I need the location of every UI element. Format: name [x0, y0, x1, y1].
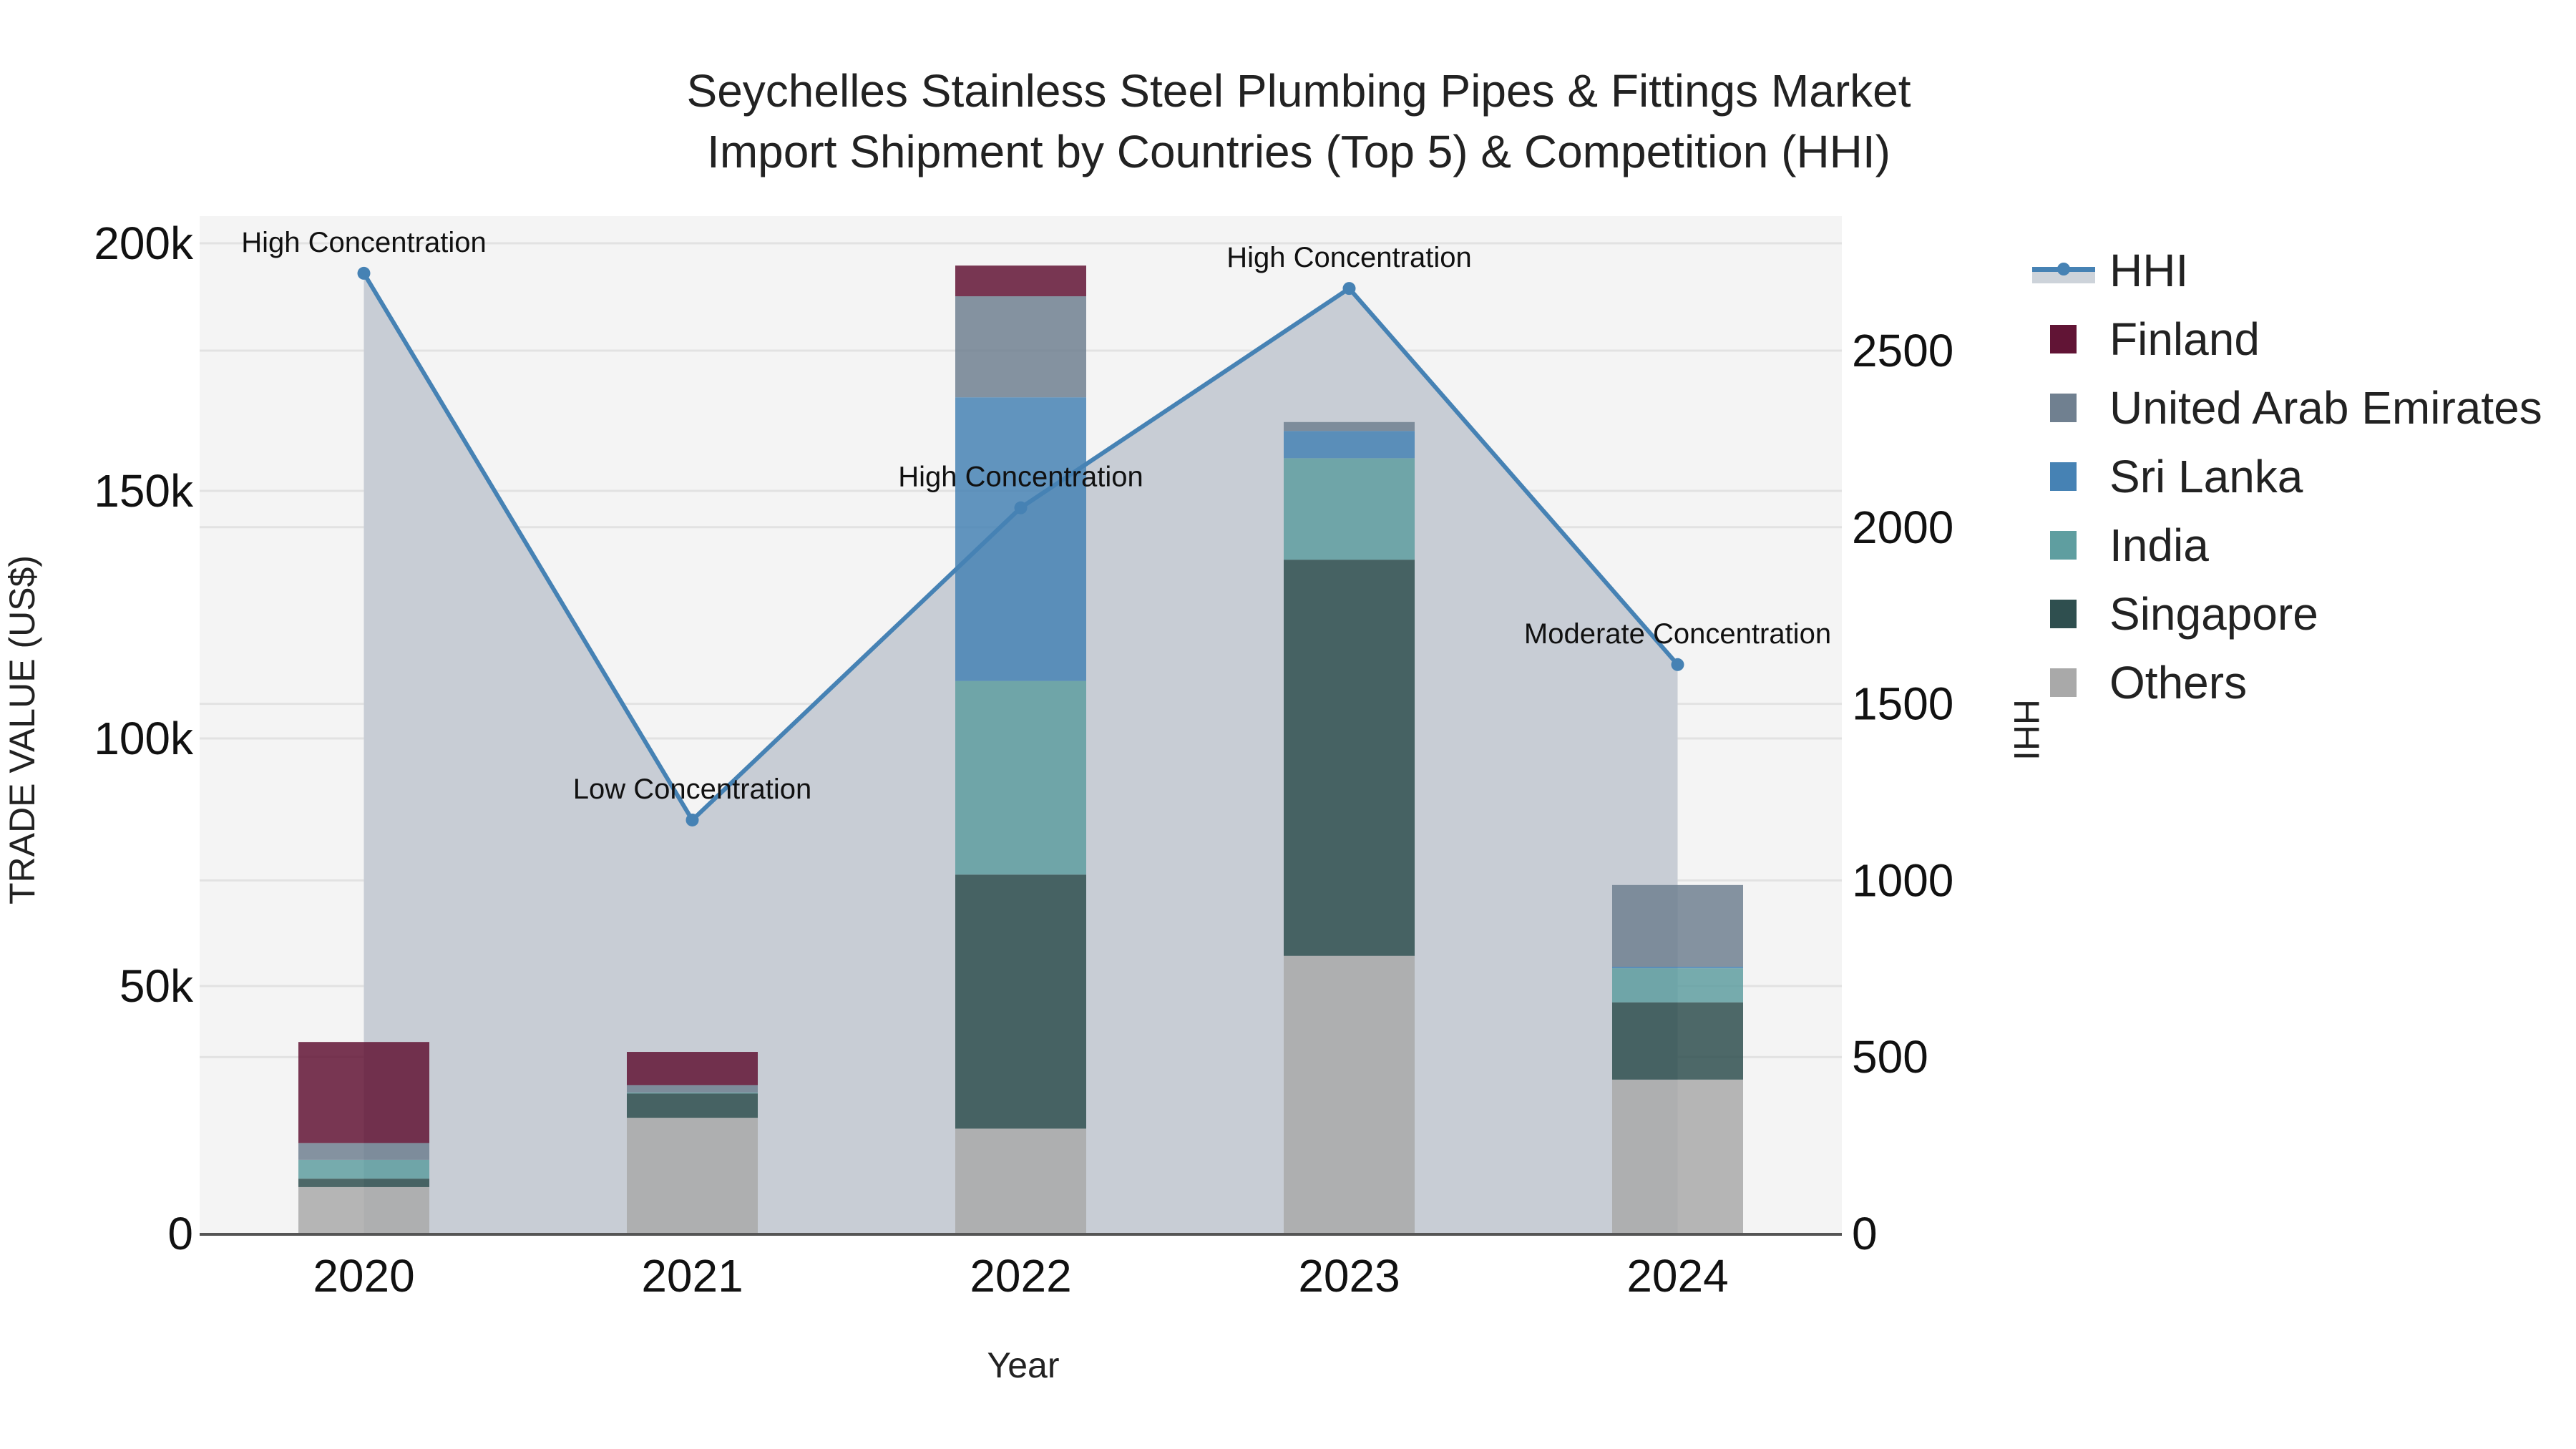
bar-segment[interactable] [955, 1128, 1086, 1234]
swatch-icon [2050, 531, 2077, 560]
bar-segment[interactable] [1284, 560, 1415, 956]
bar-segment[interactable] [298, 1143, 429, 1160]
hhi-point[interactable] [1014, 501, 1028, 514]
hhi-annotation: High Concentration [241, 227, 486, 258]
legend: HHI Finland United Arab Emirates Sri Lan… [2032, 236, 2542, 717]
bar-segment[interactable] [955, 296, 1086, 398]
line-marker-icon [2032, 256, 2095, 285]
svg-text:2000: 2000 [1852, 502, 1953, 553]
legend-label: India [2109, 519, 2209, 571]
y-axis-title: TRADE VALUE (US$) [2, 555, 42, 904]
bar-segment[interactable] [298, 1042, 429, 1143]
hhi-markers [357, 266, 1684, 826]
hhi-annotation: High Concentration [898, 462, 1143, 493]
legend-item-finland[interactable]: Finland [2032, 305, 2542, 374]
hhi-annotations: High Concentration Low Concentration High … [241, 227, 1831, 805]
svg-text:0: 0 [1852, 1208, 1878, 1259]
legend-item-india[interactable]: India [2032, 511, 2542, 580]
svg-text:1500: 1500 [1852, 678, 1953, 730]
swatch-icon [2050, 668, 2077, 697]
bar-segment[interactable] [1612, 1002, 1743, 1080]
legend-label: Sri Lanka [2109, 451, 2303, 502]
svg-text:2020: 2020 [313, 1250, 414, 1302]
svg-text:50k: 50k [119, 960, 194, 1012]
svg-text:150k: 150k [94, 465, 194, 517]
svg-text:2024: 2024 [1626, 1250, 1728, 1302]
bar-segment[interactable] [955, 874, 1086, 1129]
chart-title-line-1: Seychelles Stainless Steel Plumbing Pipe… [686, 65, 1911, 117]
hhi-point[interactable] [1342, 282, 1356, 296]
x-axis-ticks: 2020 2021 2022 2023 2024 [313, 1250, 1728, 1302]
bar-segment[interactable] [627, 1093, 758, 1118]
legend-item-uae[interactable]: United Arab Emirates [2032, 374, 2542, 442]
svg-text:0: 0 [167, 1208, 193, 1259]
svg-text:2500: 2500 [1852, 325, 1953, 376]
bar-segment[interactable] [1612, 884, 1743, 967]
hhi-point[interactable] [357, 266, 371, 280]
bar-segment[interactable] [627, 1052, 758, 1085]
hhi-annotation: Moderate Concentration [1524, 618, 1831, 650]
bar-segment[interactable] [1612, 967, 1743, 969]
swatch-icon [2050, 462, 2077, 491]
legend-label: United Arab Emirates [2109, 382, 2542, 434]
bar-segment[interactable] [1284, 955, 1415, 1234]
y2-axis-title: HHI [2006, 699, 2046, 761]
bar-segment[interactable] [1612, 968, 1743, 1002]
bar-segment[interactable] [627, 1085, 758, 1093]
bar-segment[interactable] [1612, 1079, 1743, 1234]
bar-segment[interactable] [955, 680, 1086, 875]
svg-text:1000: 1000 [1852, 854, 1953, 906]
legend-label: Others [2109, 657, 2248, 708]
svg-text:2023: 2023 [1298, 1250, 1400, 1302]
legend-item-singapore[interactable]: Singapore [2032, 580, 2542, 648]
y-axis-ticks: 0 50k 100k 150k 200k [94, 218, 194, 1259]
stacked-bars [298, 265, 1743, 1234]
swatch-icon [2050, 394, 2077, 422]
legend-label: Finland [2109, 313, 2260, 365]
legend-label: HHI [2109, 245, 2189, 296]
legend-item-others[interactable]: Others [2032, 648, 2542, 717]
legend-item-hhi[interactable]: HHI [2032, 236, 2542, 305]
svg-text:500: 500 [1852, 1031, 1928, 1083]
bar-segment[interactable] [627, 1118, 758, 1234]
y2-axis-ticks: 0 500 1000 1500 2000 2500 [1852, 325, 1953, 1259]
hhi-annotation: High Concentration [1226, 242, 1471, 273]
legend-label: Singapore [2109, 588, 2318, 640]
bar-segment[interactable] [1284, 431, 1415, 459]
chart-title-line-2: Import Shipment by Countries (Top 5) & C… [707, 126, 1890, 177]
hhi-point[interactable] [686, 813, 699, 826]
bar-segment[interactable] [1284, 458, 1415, 560]
svg-text:100k: 100k [94, 713, 194, 764]
svg-text:2021: 2021 [641, 1250, 743, 1302]
bar-segment[interactable] [298, 1159, 429, 1179]
bar-segment[interactable] [955, 397, 1086, 681]
bar-segment[interactable] [1284, 421, 1415, 431]
swatch-icon [2050, 600, 2077, 628]
bar-segment[interactable] [298, 1179, 429, 1187]
x-axis-title: Year [987, 1345, 1059, 1385]
svg-text:2022: 2022 [970, 1250, 1071, 1302]
hhi-point[interactable] [1671, 658, 1684, 671]
swatch-icon [2050, 325, 2077, 353]
bar-segment[interactable] [955, 265, 1086, 297]
svg-text:200k: 200k [94, 218, 194, 269]
bar-segment[interactable] [298, 1186, 429, 1234]
hhi-annotation: Low Concentration [573, 774, 812, 805]
legend-item-sri-lanka[interactable]: Sri Lanka [2032, 442, 2542, 511]
